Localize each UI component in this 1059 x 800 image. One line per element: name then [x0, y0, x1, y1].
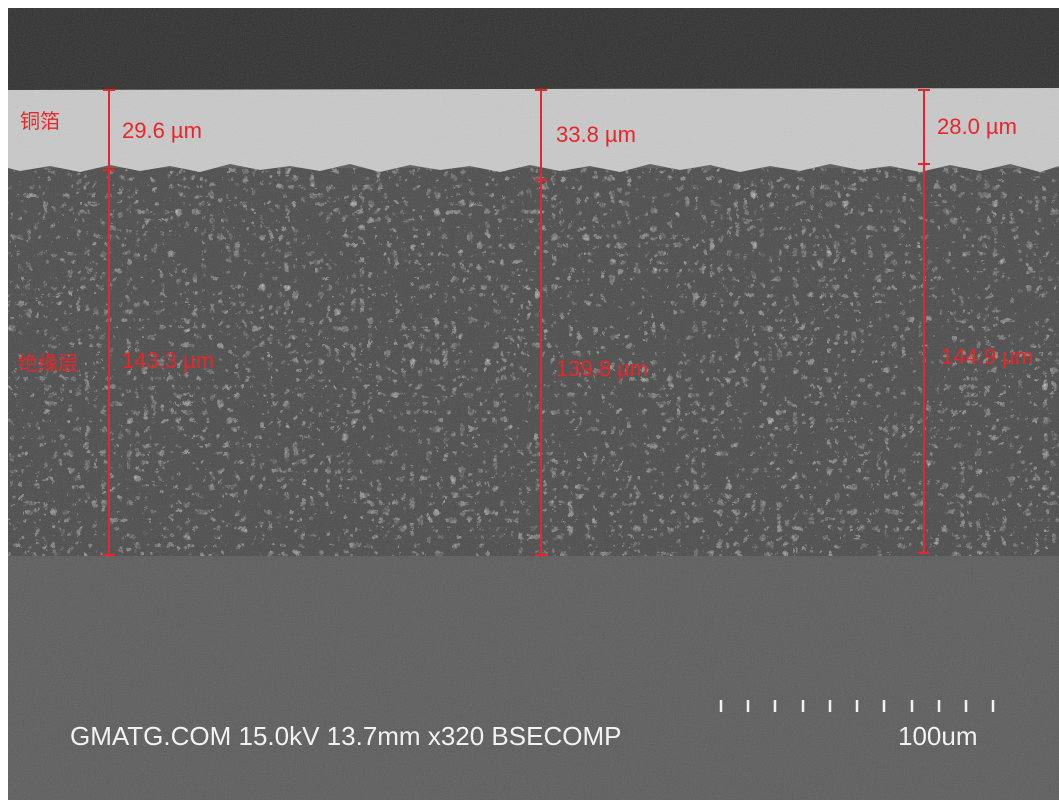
insulation-thickness: 139.8 µm — [556, 356, 648, 381]
insulation-label: 绝缘层 — [18, 351, 78, 375]
noise — [8, 8, 1059, 800]
copper-thickness: 33.8 µm — [556, 122, 636, 147]
insulation-thickness: 143.3 µm — [122, 348, 214, 373]
copper-thickness: 28.0 µm — [937, 114, 1017, 139]
copper-thickness: 29.6 µm — [122, 118, 202, 143]
copper-label: 铜箔 — [20, 109, 60, 133]
insulation-thickness: 144.9 µm — [941, 344, 1033, 369]
measure-lines — [103, 89, 930, 556]
measure-ticks — [103, 89, 930, 556]
scale-bar — [719, 700, 995, 712]
scale-label: 100um — [898, 721, 978, 751]
info-bar: GMATG.COM 15.0kV 13.7mm x320 BSECOMP — [70, 721, 621, 751]
